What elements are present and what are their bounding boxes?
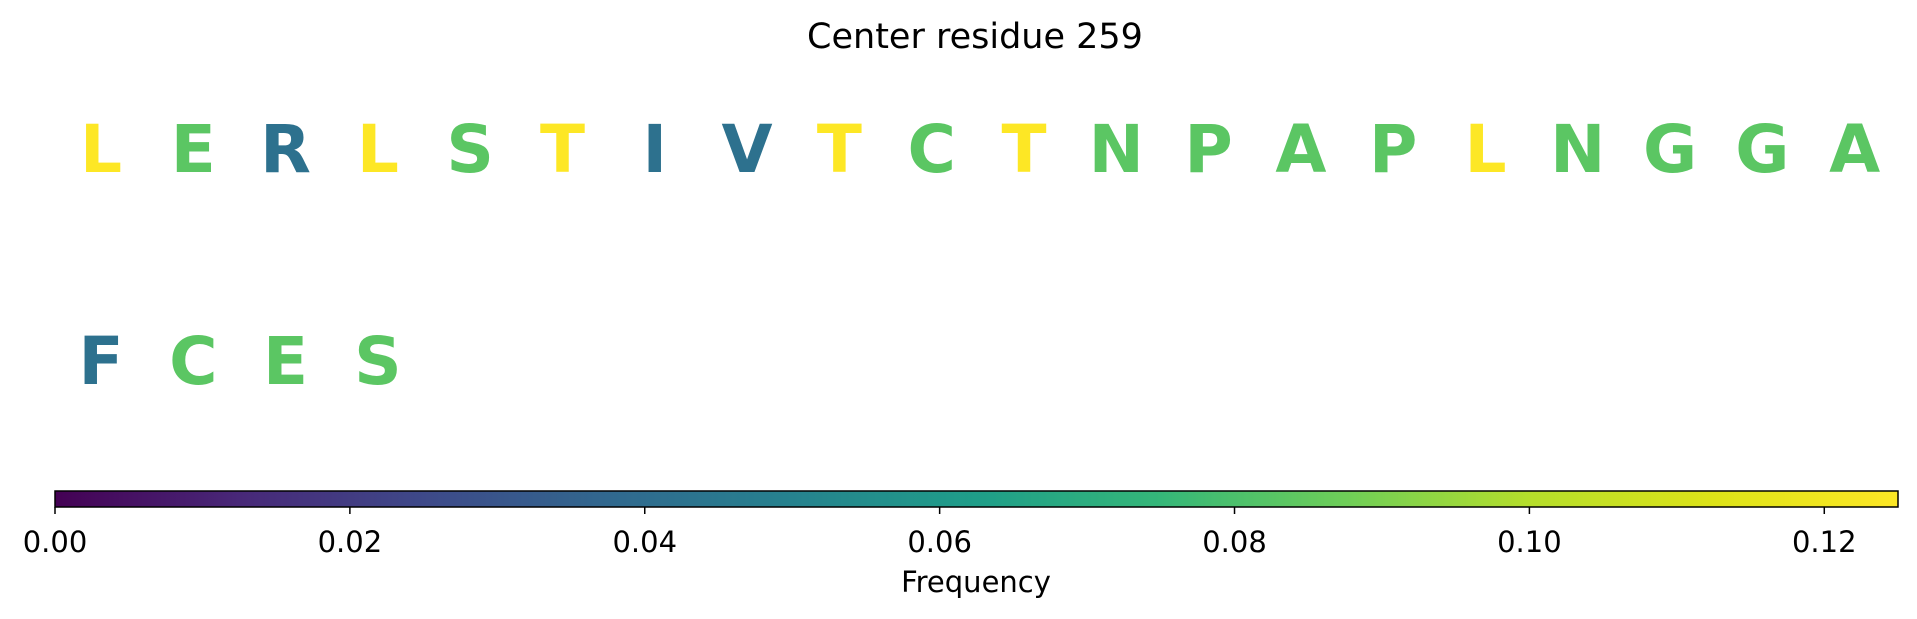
residue-letter: V xyxy=(722,111,773,188)
residue-letter: P xyxy=(1184,111,1232,188)
residue-letter: L xyxy=(80,111,122,188)
colorbar-gradient xyxy=(54,490,1899,508)
residue-letter: S xyxy=(446,111,494,188)
residue-letter: A xyxy=(1829,111,1880,188)
residue-letter: T xyxy=(1001,111,1046,188)
residue-letter: N xyxy=(1089,111,1144,188)
chart-title: Center residue 259 xyxy=(807,17,1143,57)
colorbar-tick-label: 0.02 xyxy=(318,525,383,559)
residue-letter: T xyxy=(817,111,862,188)
colorbar-tick-label: 0.12 xyxy=(1792,525,1857,559)
colorbar-label: Frequency xyxy=(901,565,1051,599)
residue-letter: I xyxy=(643,111,668,188)
residue-letter: A xyxy=(1275,111,1326,188)
residue-letter: E xyxy=(263,323,308,400)
residue-letter: L xyxy=(357,111,399,188)
colorbar-tick-label: 0.04 xyxy=(612,525,677,559)
colorbar-ticks: 0.00 0.02 0.04 0.06 0.08 0.10 0.12 xyxy=(23,507,1857,559)
residue-letter: N xyxy=(1550,111,1605,188)
residue-letter: G xyxy=(1735,111,1789,188)
residue-letters: L E R L S T I V T C T N P A P L N G G AF C E S xyxy=(78,111,1880,400)
colorbar-tick-label: 0.08 xyxy=(1202,525,1267,559)
residue-letter: P xyxy=(1369,111,1417,188)
colorbar-tick-label: 0.10 xyxy=(1497,525,1562,559)
colorbar-tick-label: 0.00 xyxy=(23,525,88,559)
residue-letter: C xyxy=(169,323,217,400)
residue-letter: G xyxy=(1643,111,1697,188)
colorbar-tick-label: 0.06 xyxy=(907,525,972,559)
colorbar: 0.00 0.02 0.04 0.06 0.08 0.10 0.12 Frequency xyxy=(23,490,1899,599)
residue-letter: R xyxy=(260,111,311,188)
residue-letter: L xyxy=(1464,111,1506,188)
residue-letter: E xyxy=(171,111,216,188)
residue-letter: C xyxy=(907,111,955,188)
residue-letter: S xyxy=(354,323,402,400)
residue-letter: T xyxy=(540,111,585,188)
residue-letter: F xyxy=(78,323,123,400)
